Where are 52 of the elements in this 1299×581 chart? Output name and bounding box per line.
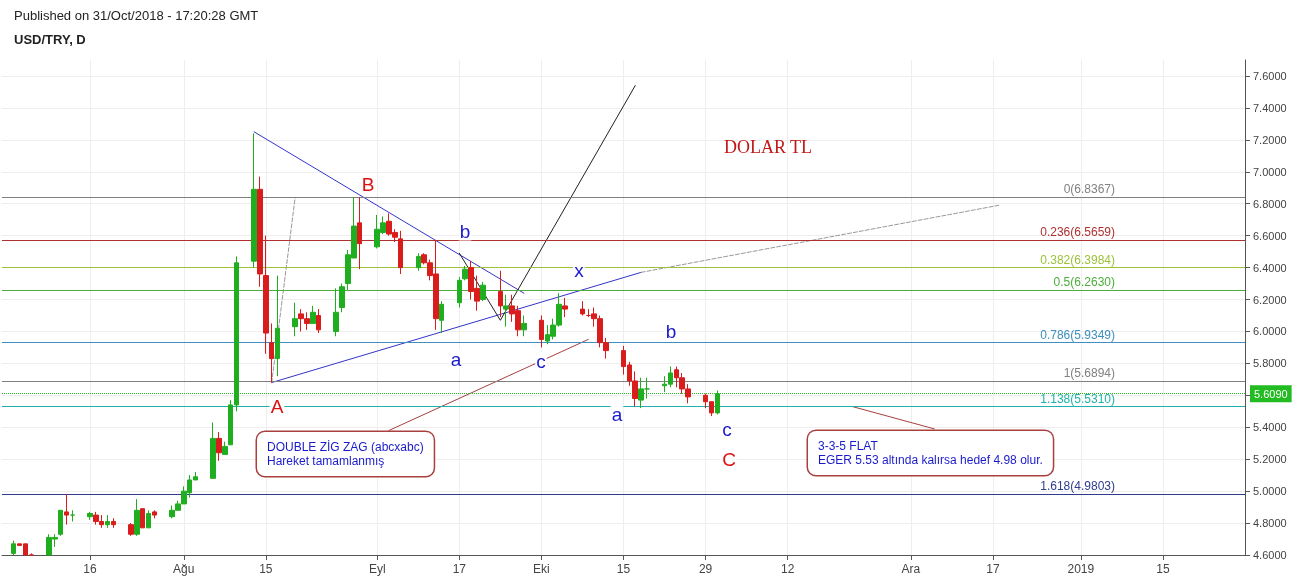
annotation: c	[722, 418, 732, 440]
annotation: x	[574, 259, 585, 281]
ref-line-label: 0(6.8367)	[1063, 182, 1115, 197]
y-tick-label: 7.0000	[1253, 165, 1287, 178]
x-tick-label: 15	[1156, 562, 1170, 576]
annotation: a	[611, 403, 623, 425]
y-tick-label: 7.6000	[1253, 69, 1287, 82]
y-tick-label: 5.2000	[1253, 453, 1287, 466]
x-tick-label: 15	[616, 562, 631, 576]
y-tick-label: 6.8000	[1253, 197, 1287, 210]
x-tick-label: 29	[698, 562, 713, 576]
x-tick-label: 12	[780, 562, 795, 576]
x-tick-label: 17	[452, 562, 467, 576]
annotation: DOUBLE ZİG ZAG (abcxabc) Hareket tamamlanmış	[267, 440, 424, 468]
x-tick-label: Eki	[533, 562, 550, 576]
y-tick-label: 5.0000	[1253, 485, 1287, 498]
y-tick-label: 6.0000	[1253, 325, 1287, 338]
y-tick-label: 5.8000	[1253, 357, 1287, 370]
y-tick-label: 7.2000	[1253, 133, 1287, 146]
y-tick-label: 4.6000	[1253, 549, 1287, 561]
y-tick-label: 5.4000	[1253, 421, 1287, 434]
x-tick-label: 2019	[1067, 562, 1095, 576]
x-tick-label: Ağu	[173, 562, 195, 576]
ref-line-label: 1.618(4.9803)	[1040, 479, 1115, 494]
x-tick-label: 16	[83, 562, 97, 576]
annotation: 3-3-5 FLAT EGER 5.53 altında kalırsa hedef 4.98 olur.	[818, 439, 1043, 467]
ref-line-label: 0.5(6.2630)	[1053, 274, 1115, 289]
x-tick-label: 15	[259, 562, 273, 576]
ref-line-label: 0.236(6.5659)	[1040, 225, 1115, 240]
annotation: A	[270, 395, 284, 417]
ref-line-label: 1.138(5.5310)	[1040, 391, 1115, 406]
y-tick-label: 6.6000	[1253, 229, 1287, 242]
x-tick-label: Eyl	[368, 562, 386, 576]
x-tick-label: 17	[986, 562, 1000, 576]
y-tick-label: 6.2000	[1253, 293, 1287, 306]
annotation: B	[361, 173, 375, 195]
annotation: b	[665, 320, 677, 342]
ref-line-label: 5.6090	[1254, 387, 1288, 400]
annotation: c	[536, 350, 546, 372]
y-tick-label: 6.4000	[1253, 261, 1287, 274]
y-tick-label: 4.8000	[1253, 517, 1287, 530]
chart-title: USD/TRY, D	[14, 32, 86, 47]
annotation: C	[722, 448, 736, 470]
ref-line-label: 1(5.6894)	[1063, 365, 1115, 380]
ref-line-label: 0.382(6.3984)	[1040, 252, 1115, 267]
annotation: DOLAR TL	[723, 137, 813, 157]
ref-line-label: 0.786(5.9349)	[1040, 327, 1115, 342]
y-tick-label: 7.4000	[1253, 101, 1287, 114]
chart-subtitle: Published on 31/Oct/2018 - 17:20:28 GMT	[14, 8, 259, 23]
annotation: a	[450, 348, 462, 370]
annotation: b	[459, 220, 471, 242]
x-tick-label: Ara	[901, 562, 921, 576]
